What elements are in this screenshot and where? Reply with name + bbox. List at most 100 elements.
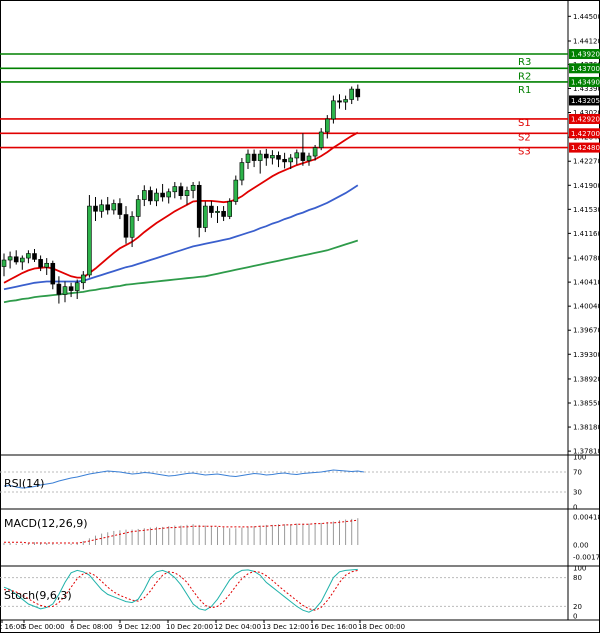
level-price-box-s3 (569, 142, 600, 153)
x-tick-label: 5 Dec 00:00 (22, 623, 65, 631)
stoch-title: Stoch(9,6,3) (4, 589, 72, 602)
candle-body (13, 256, 19, 263)
candle-body (324, 118, 330, 133)
candle-body (56, 283, 62, 295)
level-name-r1: R1 (518, 85, 531, 96)
price-tick-label: 1.38550 (573, 400, 600, 408)
level-name-r2: R2 (518, 71, 531, 82)
candle-body (300, 152, 306, 161)
x-tick-label: 16 Dec 16:00 (310, 623, 357, 631)
candle-body (294, 152, 300, 159)
level-price-label: 1.43490 (571, 78, 600, 86)
candle-body (148, 190, 153, 202)
stoch-tick-label: 0 (573, 613, 577, 621)
candle-body (50, 262, 56, 285)
level-name-s2: S2 (518, 132, 531, 143)
candle-body (209, 205, 214, 213)
candle-body (239, 162, 245, 181)
candle-body (270, 155, 275, 159)
candle-body (74, 282, 80, 291)
candle-body (62, 286, 68, 295)
level-price-box-s2 (569, 128, 600, 139)
ma-blue-line (3, 184, 359, 291)
candle-body (68, 286, 74, 291)
candle-body (251, 153, 257, 161)
level-name-s3: S3 (518, 147, 531, 158)
x-tick-label: 12 Dec 04:00 (214, 623, 261, 631)
candle-body (331, 100, 336, 120)
rsi-tick-label: 100 (573, 454, 586, 462)
candle-body (288, 157, 294, 163)
candle-body (81, 274, 86, 284)
candle-body (142, 190, 147, 200)
candle-body (26, 253, 31, 259)
rsi-title: RSI(14) (4, 477, 44, 490)
price-tick-label: 1.37810 (573, 448, 600, 456)
stoch-tick-label: 100 (573, 565, 586, 573)
candle-body (93, 205, 98, 212)
candle-body (221, 210, 226, 217)
stoch-tick-label: 20 (573, 603, 582, 611)
level-price-box-r2 (569, 63, 600, 74)
stoch-main-line (3, 568, 358, 613)
candle-body (160, 192, 165, 198)
macd-title: MACD(12,26,9) (4, 517, 88, 530)
price-tick-label: 1.39670 (573, 327, 600, 335)
candle-body (117, 203, 123, 215)
candle-body (276, 155, 281, 160)
level-price-box-r3 (569, 48, 600, 59)
macd-tick-label: 0.004181 (573, 514, 600, 522)
candle-body (99, 204, 104, 212)
candle-body (233, 179, 239, 202)
candle-body (38, 259, 43, 268)
ma-red-line (3, 131, 359, 284)
candle-body (135, 199, 141, 217)
rsi-tick-label: 30 (573, 489, 582, 497)
candle-body (32, 253, 37, 260)
x-tick-label: 6 Dec 08:00 (70, 623, 113, 631)
level-price-box-s1 (569, 113, 600, 124)
candle-body (282, 158, 287, 163)
candle-body (7, 256, 13, 261)
stoch-tick-label: 80 (573, 574, 582, 582)
candle-body (123, 214, 129, 238)
candle-body (87, 205, 92, 276)
price-tick-label: 1.41900 (573, 182, 600, 190)
macd-tick-label: -0.001794 (573, 554, 600, 562)
candle-body (105, 204, 110, 211)
level-name-s1: S1 (518, 118, 531, 129)
candle-body (263, 153, 269, 159)
candle-body (190, 184, 196, 191)
candle-body (227, 201, 232, 217)
candle-body (154, 192, 159, 202)
candle-body (178, 186, 184, 196)
price-tick-label: 1.40410 (573, 279, 600, 287)
x-tick-label: 4 Dec 16:00 (0, 623, 25, 631)
price-tick-label: 1.41160 (573, 230, 600, 238)
candle-body (1, 259, 7, 267)
price-tick-label: 1.39300 (573, 351, 600, 359)
last-price-label: 1.43205 (571, 97, 600, 105)
price-tick-label: 1.40040 (573, 303, 600, 311)
candle-body (184, 190, 190, 196)
macd-signal-line (4, 519, 358, 544)
candle-body (337, 100, 342, 103)
x-tick-label: 13 Dec 12:00 (262, 623, 309, 631)
candle-body (257, 153, 263, 161)
price-tick-label: 1.42270 (573, 158, 600, 166)
level-price-box-r1 (569, 76, 600, 87)
candle-body (245, 153, 251, 163)
rsi-line (3, 469, 364, 489)
candle-body (129, 216, 135, 238)
rsi-tick-label: 70 (573, 469, 582, 477)
candle-body (203, 205, 208, 228)
level-price-label: 1.43920 (571, 50, 600, 58)
candle-body (19, 257, 25, 263)
macd-tick-label: 0.00 (573, 541, 589, 549)
candle-body (343, 99, 348, 103)
candle-body (349, 88, 355, 100)
level-price-label: 1.42700 (571, 130, 600, 138)
